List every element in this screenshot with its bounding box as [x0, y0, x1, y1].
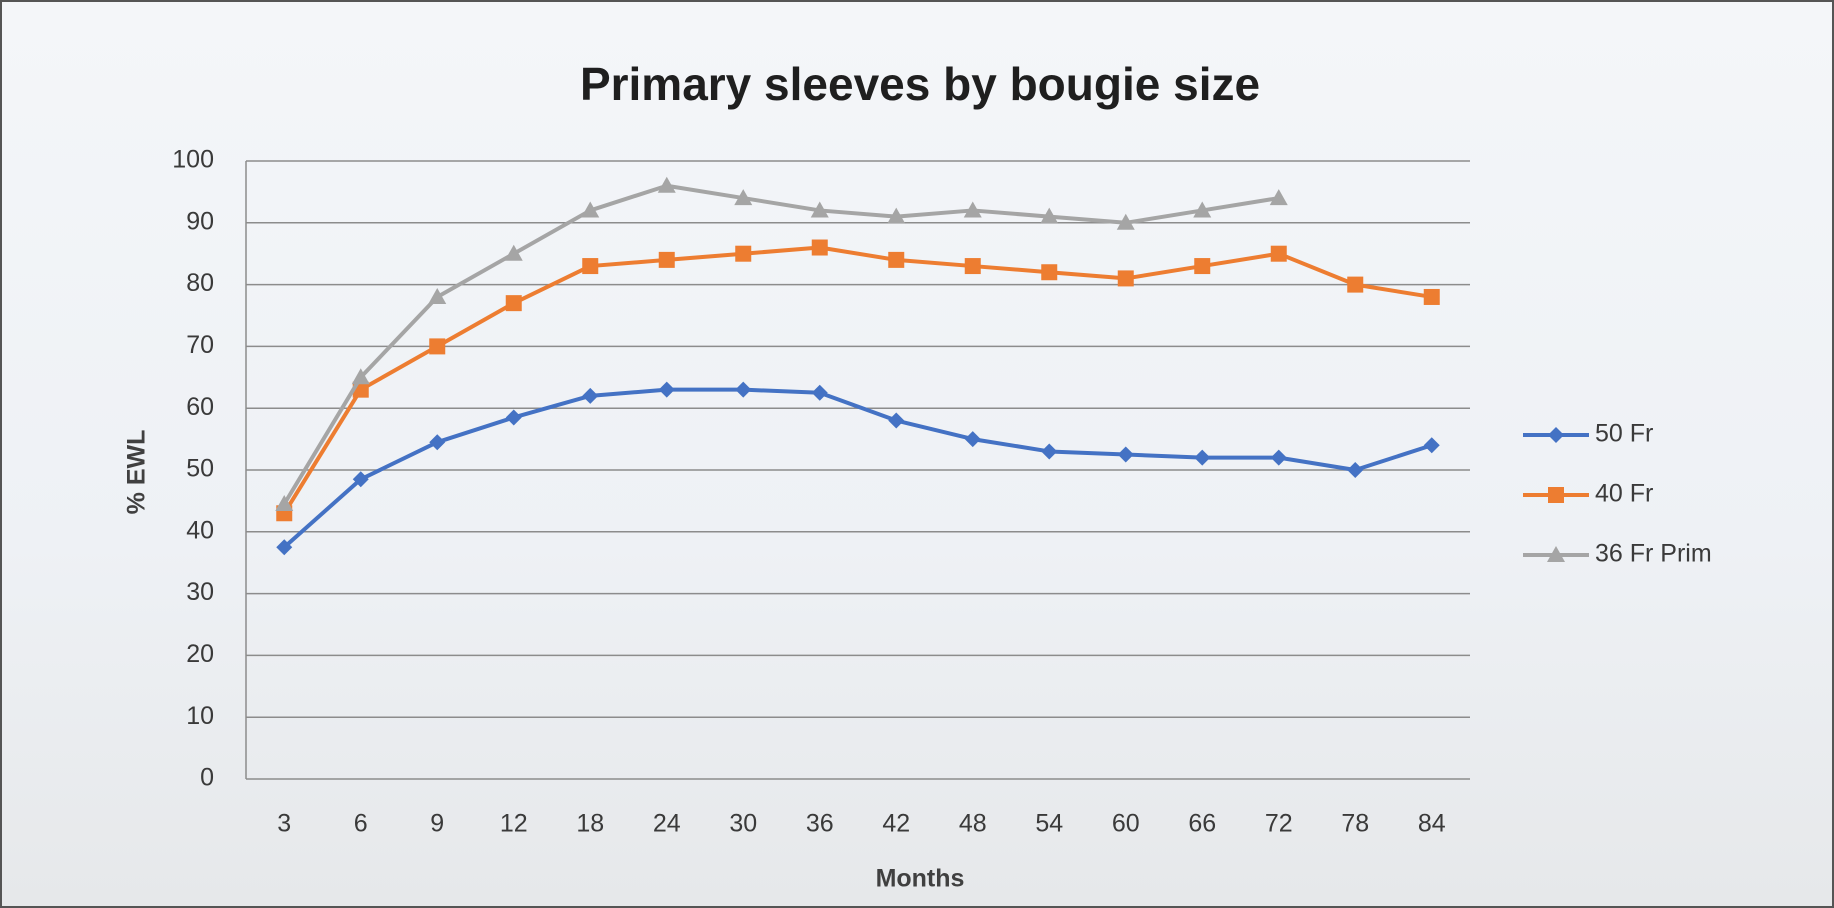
marker	[1270, 449, 1287, 466]
x-tick-label: 78	[1341, 810, 1369, 838]
chart-title: Primary sleeves by bougie size	[580, 58, 1260, 110]
y-axis-title: % EWL	[123, 430, 151, 515]
marker	[888, 251, 905, 268]
series-line	[282, 245, 1433, 515]
x-tick-label: 18	[576, 810, 604, 838]
marker	[1548, 487, 1564, 503]
marker	[351, 368, 370, 385]
legend-label: 50 Fr	[1595, 420, 1653, 448]
marker	[887, 207, 906, 224]
y-tick-label: 40	[186, 516, 214, 544]
marker	[275, 494, 294, 511]
marker	[1423, 288, 1440, 305]
y-tick-label: 20	[186, 640, 214, 668]
marker	[504, 244, 523, 261]
marker	[964, 258, 981, 275]
marker	[352, 471, 369, 488]
marker	[1117, 270, 1134, 287]
marker	[505, 295, 522, 312]
marker	[811, 239, 828, 256]
y-tick-label: 80	[186, 269, 214, 297]
y-tick-label: 50	[186, 455, 214, 483]
marker	[1347, 462, 1364, 478]
legend-label: 40 Fr	[1595, 480, 1653, 508]
marker	[1041, 264, 1058, 281]
marker	[581, 201, 600, 218]
x-tick-label: 24	[653, 810, 681, 838]
marker	[658, 251, 675, 268]
y-tick-label: 30	[186, 578, 214, 606]
marker	[657, 176, 676, 193]
x-axis-title: Months	[876, 865, 965, 893]
marker	[658, 381, 675, 398]
marker	[1041, 443, 1058, 460]
marker	[963, 201, 982, 218]
x-tick-label: 3	[277, 810, 291, 838]
marker	[429, 338, 446, 355]
marker	[505, 409, 522, 426]
marker	[735, 381, 752, 398]
x-tick-label: 6	[354, 810, 368, 838]
marker	[429, 434, 446, 451]
series-line	[282, 183, 1280, 506]
series-line	[282, 387, 1433, 549]
x-tick-label: 54	[1035, 810, 1063, 838]
y-tick-label: 60	[186, 393, 214, 421]
x-tick-label: 30	[729, 810, 757, 838]
x-tick-label: 60	[1112, 810, 1140, 838]
x-tick-label: 84	[1418, 810, 1446, 838]
y-tick-label: 0	[200, 764, 214, 792]
x-tick-label: 72	[1265, 810, 1293, 838]
marker	[964, 431, 981, 448]
marker	[1548, 427, 1564, 443]
marker	[1347, 276, 1364, 293]
y-tick-label: 90	[186, 207, 214, 235]
y-tick-label: 100	[172, 146, 214, 174]
x-tick-label: 42	[882, 810, 910, 838]
y-tick-label: 70	[186, 331, 214, 359]
marker	[1194, 449, 1211, 466]
marker	[1116, 213, 1135, 230]
marker	[1194, 258, 1211, 275]
y-tick-label: 10	[186, 702, 214, 730]
x-tick-label: 9	[430, 810, 444, 838]
marker	[810, 201, 829, 218]
marker	[1040, 207, 1059, 224]
marker	[811, 384, 828, 401]
marker	[276, 539, 293, 556]
legend-label: 36 Fr Prim	[1595, 540, 1712, 568]
marker	[1423, 437, 1440, 454]
marker	[1547, 546, 1565, 562]
marker	[1269, 189, 1288, 206]
marker	[888, 412, 905, 429]
marker	[428, 287, 447, 304]
marker	[582, 387, 599, 404]
x-tick-label: 66	[1188, 810, 1216, 838]
x-tick-label: 12	[500, 810, 528, 838]
x-tick-label: 48	[959, 810, 987, 838]
marker	[1193, 201, 1212, 218]
marker	[582, 258, 599, 275]
marker	[1270, 245, 1287, 262]
marker	[734, 189, 753, 206]
marker	[735, 245, 752, 262]
x-tick-label: 36	[806, 810, 834, 838]
marker	[1117, 446, 1134, 463]
